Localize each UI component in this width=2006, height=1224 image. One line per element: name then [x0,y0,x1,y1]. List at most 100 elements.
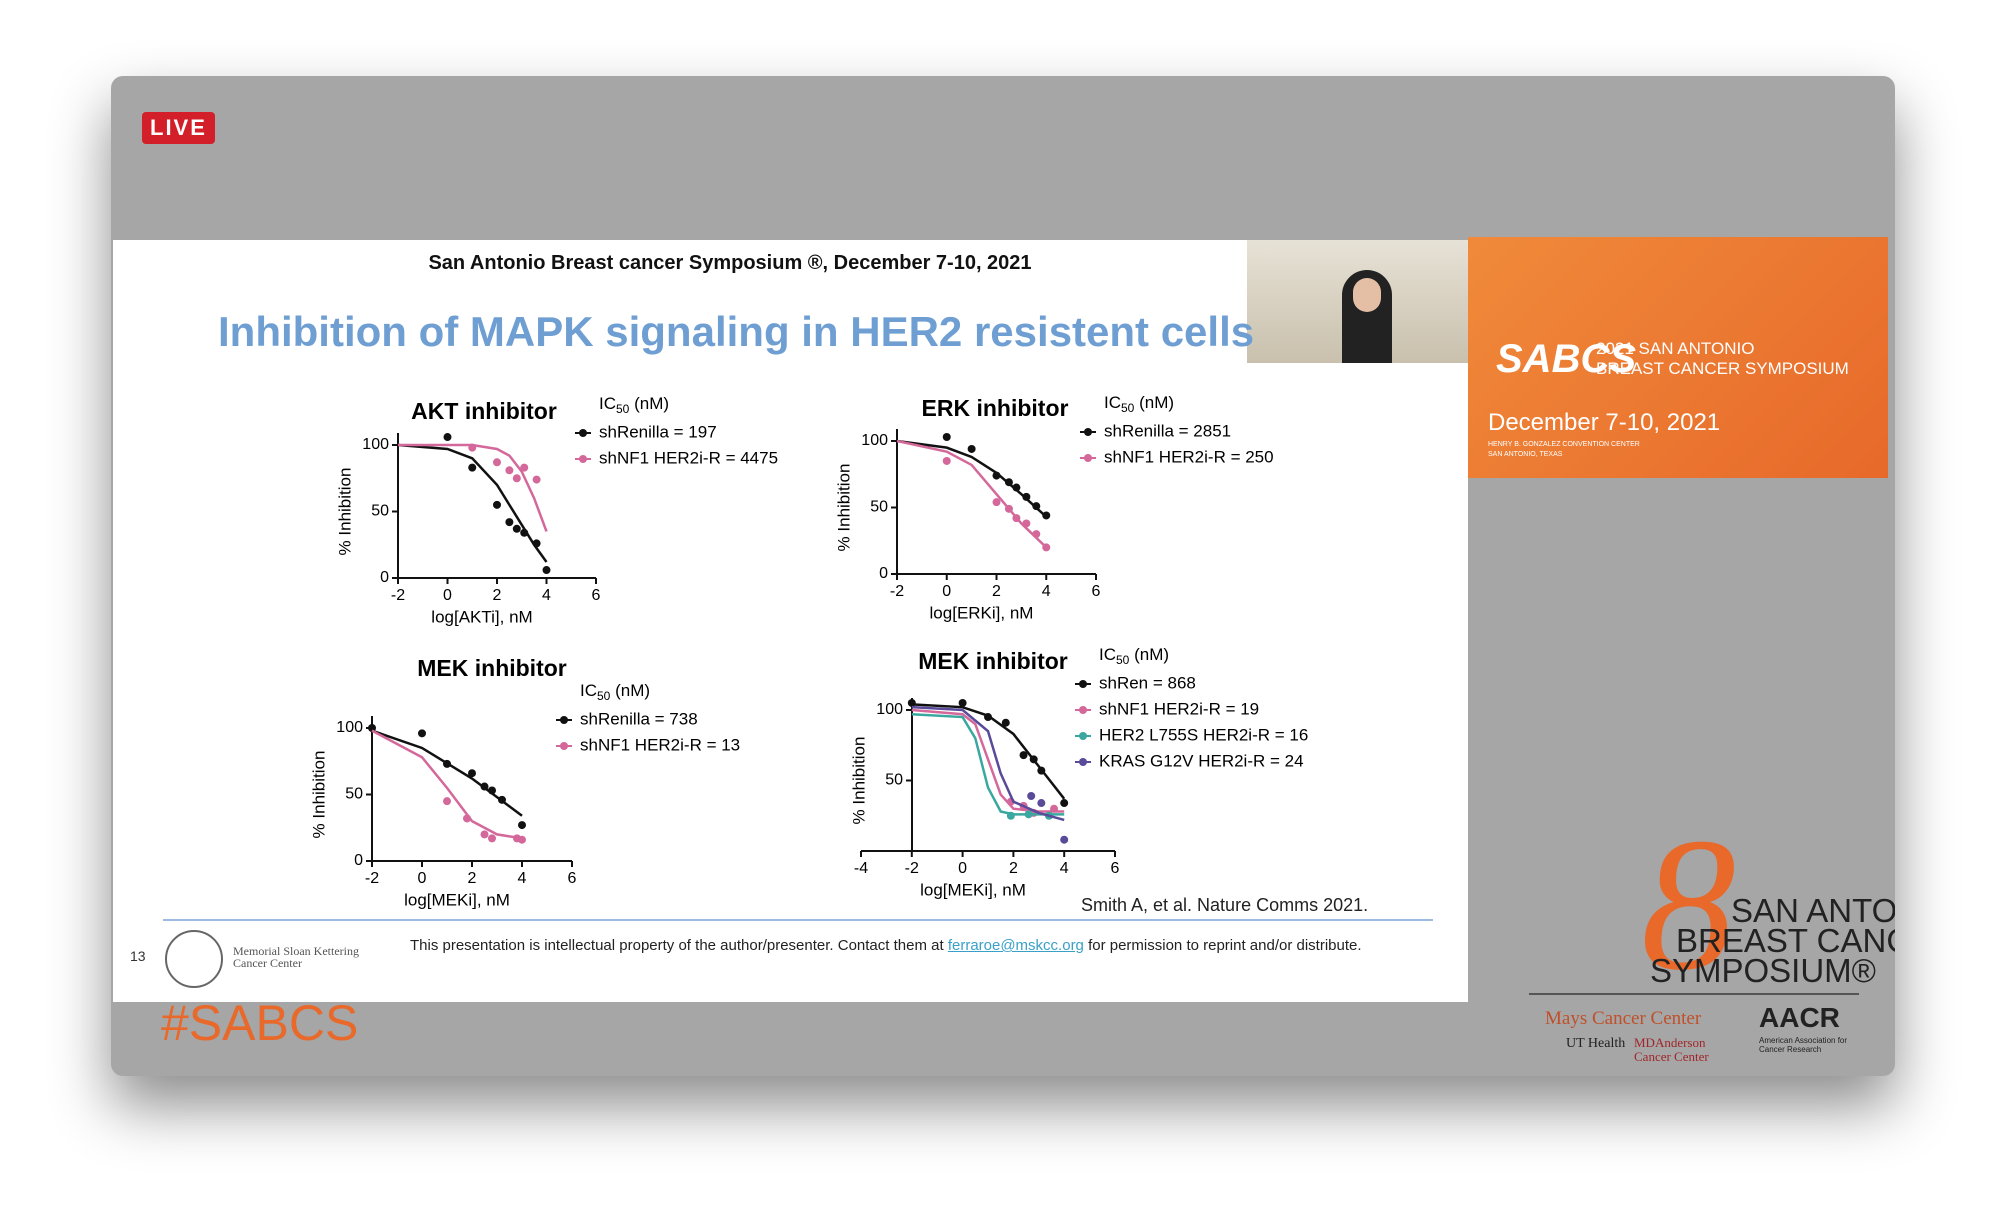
legend-swatch [1079,706,1087,714]
legend-label: shNF1 HER2i-R = 13 [580,735,740,754]
y-tick-label: 0 [380,569,389,586]
y-axis-label: % Inhibition [834,464,853,552]
data-point [480,782,489,791]
data-point [1060,799,1069,808]
x-axis-label: log[MEKi], nM [920,880,1026,899]
notice: This presentation is intellectual proper… [410,937,1362,954]
legend-swatch [1084,428,1092,436]
data-point [505,466,514,475]
data-point [1027,792,1036,801]
legend-label: shRen = 868 [1099,673,1196,692]
data-point [1024,810,1033,819]
legend-title: IC50 (nM) [1104,393,1174,415]
institution: Memorial Sloan Kettering Cancer Center [233,944,359,970]
legend-label: shNF1 HER2i-R = 4475 [599,448,778,467]
notice-text: This presentation is intellectual proper… [410,937,944,954]
y-axis-label: % Inhibition [309,751,328,839]
data-point [488,834,496,843]
data-point [468,769,476,778]
data-point [468,443,477,452]
legend-label: HER2 L755S HER2i-R = 16 [1099,725,1308,744]
partner: MDAnderson Cancer Center [1634,1035,1709,1064]
legend-swatch [579,429,587,437]
x-tick-label: 0 [942,583,951,600]
chart-title: AKT inhibitor [411,398,557,424]
y-tick-label: 100 [861,432,888,449]
data-point [368,724,376,732]
data-point [907,698,916,707]
data-point [443,797,451,806]
data-point [520,528,529,537]
legend-label: shNF1 HER2i-R = 19 [1099,699,1259,718]
legend-title-part: 50 [1116,653,1130,667]
data-point [518,821,526,830]
legend-swatch [579,455,587,463]
data-point [493,500,501,509]
sidebar-line: SYMPOSIUM® [1649,952,1876,989]
x-tick-label: 6 [1092,583,1101,600]
data-point [1022,492,1031,501]
data-point [443,759,451,768]
data-point [1029,755,1038,764]
data-point [992,471,1001,480]
data-point [967,444,976,453]
data-point [493,458,501,467]
data-point [498,795,506,804]
email-link[interactable]: ferraroe@mskcc.org [947,937,1084,954]
banner-dates: December 7-10, 2021 [1488,409,1721,436]
x-tick-label: 0 [958,860,967,877]
x-axis-label: log[AKTi], nM [431,607,532,626]
data-point [1019,751,1028,760]
data-point [942,456,951,465]
data-point [542,566,551,575]
sidebar-rule [1529,993,1859,995]
x-tick-label: 4 [1042,583,1051,600]
legend-label: shRenilla = 738 [580,709,698,728]
data-point [1004,504,1013,513]
banner-name: 2021 SAN ANTONIO [1596,339,1755,358]
x-tick-label: -2 [890,583,904,600]
citation: Smith A, et al. Nature Comms 2021. [1081,895,1369,915]
legend-title-part: (nM) [629,394,669,413]
legend-title: IC50 (nM) [580,681,650,703]
legend-title-part: (nM) [1134,393,1174,412]
partner: UT Health [1566,1036,1626,1051]
data-point [443,433,452,442]
banner-logo: SABCS [1496,337,1637,381]
page-number: 13 [130,948,146,964]
data-point [1037,766,1046,775]
x-tick-label: 4 [542,587,551,604]
data-point [1006,811,1015,820]
legend-swatch [1079,680,1087,688]
hashtag: #SABCS [161,995,359,1051]
legend-label: KRAS G12V HER2i-R = 24 [1099,751,1304,770]
data-point [1032,530,1041,539]
x-tick-label: 2 [468,870,477,887]
y-tick-label: 0 [354,852,363,869]
legend-title-part: IC [599,394,616,413]
x-tick-label: 6 [568,870,577,887]
x-tick-label: 2 [493,587,502,604]
legend-label: shRenilla = 197 [599,422,717,441]
y-tick-label: 100 [336,719,363,736]
data-point [463,814,471,823]
y-tick-label: 50 [345,786,363,803]
data-point [992,498,1001,507]
banner: SABCS 2021 SAN ANTONIO BREAST CANCER SYM… [1468,237,1888,478]
fit-curve [911,708,1065,813]
data-point [1022,519,1031,528]
legend-title-part: IC [1099,645,1116,664]
x-tick-label: 0 [443,587,452,604]
legend-title-part: IC [580,681,597,700]
live-badge: LIVE [142,112,215,144]
y-tick-label: 100 [362,436,389,453]
y-axis-label: % Inhibition [849,737,868,825]
legend-title-part: (nM) [1129,645,1169,664]
x-tick-label: 4 [518,870,527,887]
legend-title-part: 50 [616,402,630,416]
data-point [468,463,477,472]
sidebar-line: SAN ANTONIO [1731,892,1895,929]
legend-swatch [560,742,568,750]
fit-curve [371,729,523,840]
